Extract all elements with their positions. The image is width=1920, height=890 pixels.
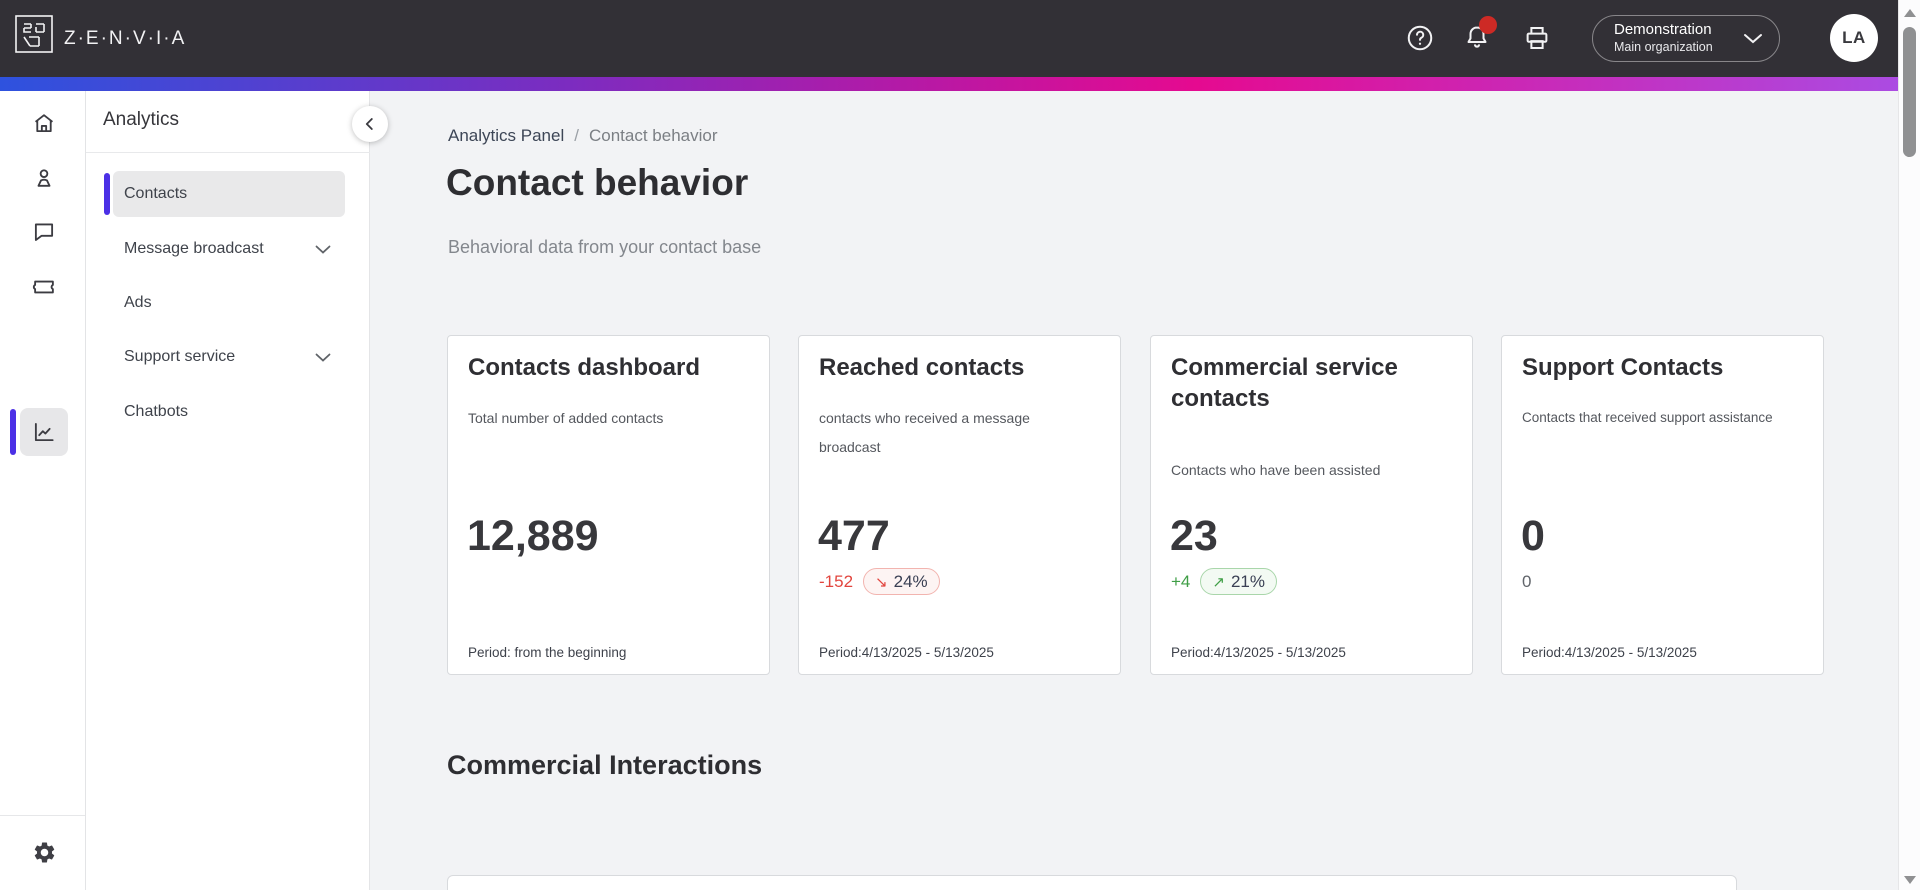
card-title: Reached contacts [819,354,1025,381]
sidebar-item-label: Support service [124,348,236,365]
rail-item-home[interactable] [20,99,68,147]
card-period: Period:4/13/2025 - 5/13/2025 [819,645,994,660]
org-switcher[interactable]: Demonstration Main organization [1592,15,1780,62]
commercial-interactions-card [447,875,1737,890]
trend-badge: ↘ 24% [863,568,940,595]
page-title: Contact behavior [446,162,749,203]
home-icon [31,110,57,136]
delta-row: +4 ↗ 21% [1171,568,1277,595]
sidebar-collapse-button[interactable] [352,106,388,142]
card-value: 12,889 [467,512,599,560]
org-subtitle: Main organization [1614,40,1713,55]
page-subtitle: Behavioral data from your contact base [448,237,762,257]
card-reached-contacts: Reached contacts contacts who received a… [798,335,1121,675]
breadcrumb-parent-link[interactable]: Analytics Panel [448,126,565,145]
ticket-icon [31,274,57,300]
scroll-up-arrow[interactable] [1904,9,1916,17]
card-description: Total number of added contacts [468,410,664,426]
analytics-sidebar: Analytics Contacts Message broadcast Ads… [86,91,370,890]
rail-item-analytics[interactable] [20,408,68,456]
card-description: Contacts that received support assistanc… [1522,410,1773,425]
breadcrumb-current: Contact behavior [588,126,718,145]
sidebar-item-chatbots[interactable]: Chatbots [113,389,345,435]
active-rail-indicator [10,409,16,455]
icon-rail [0,91,86,890]
line-chart-icon [31,419,57,445]
page-scrollbar[interactable] [1898,0,1920,890]
brand-wordmark: Z·E·N·V·I·A [64,27,187,49]
rail-item-conversations[interactable] [20,208,68,256]
active-item-indicator [104,173,110,215]
user-avatar[interactable]: LA [1830,14,1878,62]
gear-icon [32,840,57,865]
scrollbar-thumb[interactable] [1903,27,1916,157]
breadcrumb-separator: / [574,126,579,145]
chat-bubble-icon [31,219,57,245]
sidebar-item-contacts[interactable]: Contacts [113,171,345,217]
sidebar-item-ads[interactable]: Ads [113,280,345,326]
card-period: Period:4/13/2025 - 5/13/2025 [1522,645,1697,660]
sidebar-item-support-service[interactable]: Support service [113,334,345,380]
delta-value: 0 [1522,571,1532,591]
zenvia-logo-icon[interactable] [14,14,54,54]
kpi-cards-row: Contacts dashboard Total number of added… [447,335,1824,675]
trend-up-arrow-icon: ↗ [1212,573,1225,591]
section-heading-commercial-interactions: Commercial Interactions [447,750,763,780]
trend-badge: ↗ 21% [1200,568,1277,595]
trend-down-arrow-icon: ↘ [875,573,888,591]
card-support-contacts: Support Contacts Contacts that received … [1501,335,1824,675]
help-button[interactable] [1403,21,1437,55]
sidebar-item-label: Message broadcast [124,240,264,257]
card-title: Commercial service contacts [1171,354,1398,413]
sidebar-title: Analytics [103,109,180,130]
printer-button[interactable] [1520,21,1554,55]
rail-item-contacts[interactable] [20,154,68,202]
sidebar-item-label: Ads [124,294,152,311]
sidebar-item-label: Chatbots [124,403,189,420]
card-description: Contacts who have been assisted [1171,462,1381,478]
delta-row: -152 ↘ 24% [819,568,940,595]
card-period: Period:4/13/2025 - 5/13/2025 [1171,645,1346,660]
contacts-icon [31,165,57,191]
card-period: Period: from the beginning [468,645,627,660]
card-value: 0 [1521,512,1545,560]
trend-percent: 24% [893,571,928,591]
chevron-down-icon [315,245,331,254]
breadcrumb: Analytics Panel / Contact behavior [448,126,718,146]
org-name: Demonstration [1614,21,1712,39]
card-title: Contacts dashboard [468,354,701,381]
card-value: 477 [818,512,890,560]
rail-divider [0,815,85,816]
delta-row: 0 [1522,568,1531,595]
chevron-left-icon [361,115,379,133]
chevron-down-icon [315,353,331,362]
trend-percent: 21% [1230,571,1265,591]
scroll-down-arrow[interactable] [1904,876,1916,884]
chevron-down-icon [1743,33,1763,44]
top-header: Z·E·N·V·I·A Demonstration [0,0,1898,77]
notification-dot [1479,16,1497,34]
rail-item-settings[interactable] [20,828,68,876]
delta-value: -152 [819,571,854,591]
rail-item-tickets[interactable] [20,263,68,311]
card-value: 23 [1170,512,1218,560]
card-description: contacts who received a message broadcas… [819,410,1030,455]
delta-value: +4 [1171,571,1191,591]
brand-gradient-bar [0,77,1898,91]
card-commercial-service-contacts: Commercial service contacts Contacts who… [1150,335,1473,675]
sidebar-item-label: Contacts [124,185,188,202]
sidebar-divider [86,152,370,153]
card-title: Support Contacts [1522,354,1724,381]
sidebar-item-message-broadcast[interactable]: Message broadcast [113,226,345,272]
card-contacts-dashboard: Contacts dashboard Total number of added… [447,335,770,675]
